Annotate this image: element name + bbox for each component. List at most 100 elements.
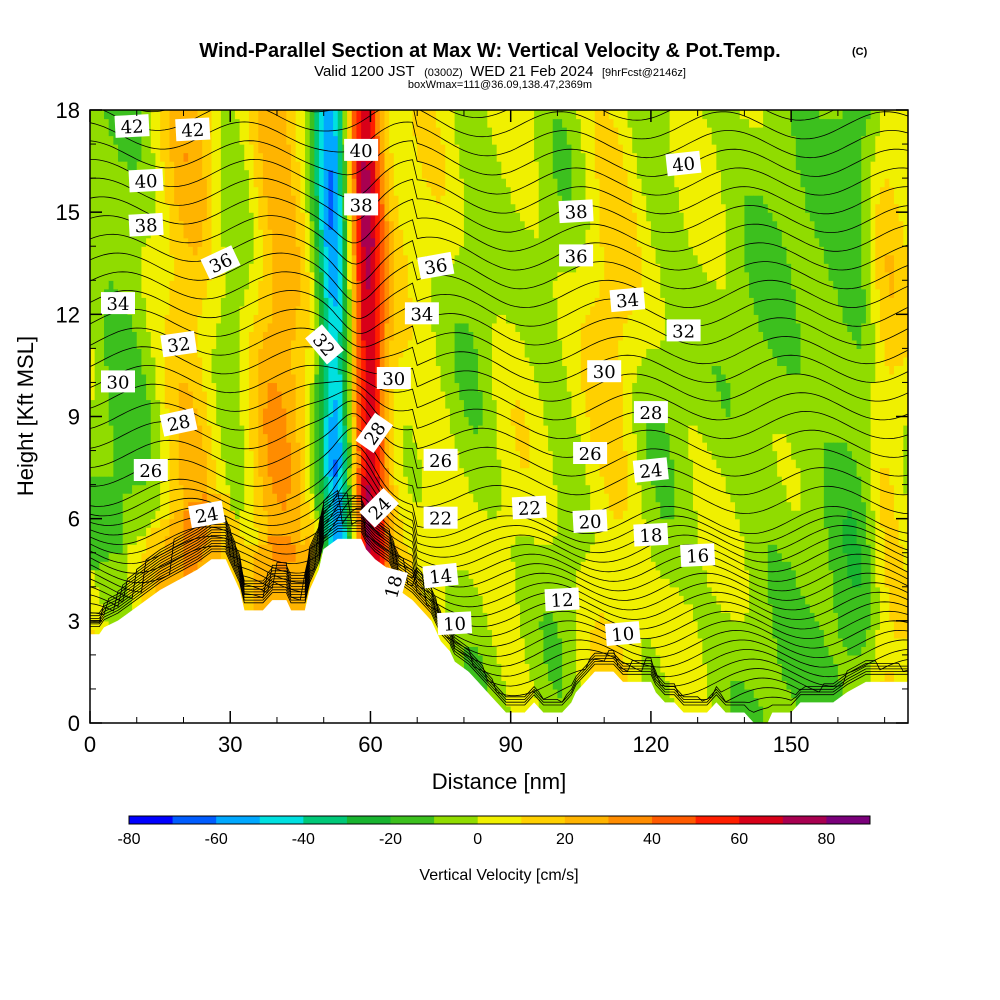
y-tick-label: 18 [56,98,80,123]
colorbar-swatch [129,816,174,824]
colorbar-frame [128,815,871,825]
isentrope-label-text: 26 [429,451,452,472]
isentrope-label-bg [604,621,641,646]
isentrope-label-text: 40 [134,171,158,193]
isentrope-label-bg [133,459,168,481]
isentrope-label: 38 [558,199,594,224]
isentrope-label: 26 [133,459,168,482]
isentrope-label: 42 [175,117,211,142]
terrain [90,538,908,723]
colorbar-swatch [608,816,653,824]
isentrope-label-bg [355,412,394,454]
isentrope-label-bg [359,487,399,528]
isentrope-label-text: 26 [139,461,162,482]
isentrope-label-bg [680,543,716,567]
isentrope-label: 32 [666,319,701,342]
isentrope-label-bg [344,193,379,216]
colorbar-swatch [652,816,697,824]
colorbar-swatch [521,816,566,824]
isentrope-label-text: 36 [423,255,449,280]
valid-time: Valid 1200 JST (0300Z) WED 21 Feb 2024 [… [314,63,686,80]
isentrope-label: 28 [159,408,198,437]
isentrope-label: 26 [423,448,458,472]
isentrope-label-bg [609,287,646,313]
isentrope-label-text: 30 [382,369,405,390]
colorbar-tick-label: -80 [117,831,140,848]
colorbar-label: Vertical Velocity [cm/s] [419,867,578,884]
isentrope-label: 10 [436,611,473,636]
isentrope-label: 34 [609,287,646,313]
box-info: boxWmax=111@36.09,138.47,2369m [408,79,592,91]
isentrope-label-text: 40 [350,141,373,162]
colorbar-swatch [695,816,740,824]
isentrope-label: 40 [665,150,702,177]
x-tick-label: 90 [498,732,522,757]
isentrope-label: 32 [160,330,198,358]
isentrope-label-bg [159,408,198,437]
isentrope-label: 28 [633,401,668,424]
isentrope-label-bg [423,448,458,471]
colorbar-swatch [390,816,435,824]
isentrope-label-text: 40 [671,153,696,176]
isentrope-label: 18 [633,522,669,547]
x-tick-label: 150 [773,732,810,757]
y-tick-label: 9 [68,405,80,430]
isentrope-label-text: 32 [672,321,695,342]
isentrope-label-text: 16 [686,546,710,568]
isentrope-label-text: 38 [134,215,158,237]
isentrope-label: 38 [344,193,379,216]
y-tick-label: 12 [56,302,80,327]
x-tick-label: 60 [358,732,382,757]
x-tick-label: 0 [84,732,96,757]
isentrope-label-text: 20 [578,512,602,534]
y-tick-label: 3 [68,609,80,634]
isentrope-label: 26 [573,442,608,465]
isentrope-label: 36 [417,251,455,280]
isentrope-labels: 42 42 40 38 36 34 32 30 28 26 24 32 40 38 36 34 30 28 26 24… [101,114,716,647]
isentrope-label: 24 [632,457,669,483]
isentrope-label-bg [573,442,608,464]
isentrope-label-text: 32 [166,334,192,358]
isentrope-label-bg [633,401,668,424]
isentrope-label-bg [511,495,547,520]
isentrope-label-text: 10 [611,624,636,647]
colorbar-tick-label: -20 [379,831,402,848]
isentrope-label: 38 [128,212,164,237]
isentrope-label-text: 42 [120,116,144,138]
isentropes [90,110,908,713]
isentrope-label: 30 [587,360,622,383]
isentrope-label-text: 38 [350,195,373,216]
y-tick-label: 0 [68,711,80,736]
isentrope-label-bg [633,522,669,547]
colorbar-swatch [477,816,522,824]
colorbar-swatch [303,816,348,824]
x-tick-label: 120 [633,732,670,757]
isentrope-label-text: 22 [429,509,452,530]
terrain-mask [90,538,908,723]
isentrope-label: 16 [680,543,716,568]
isentrope-label-bg [587,360,622,383]
isentrope-label-text: 34 [410,304,433,325]
isentrope-label: 40 [344,138,379,162]
isentrope-label-bg [558,199,594,224]
isentrope-label-text: 14 [428,565,453,588]
colorbar-tick-label: 60 [730,831,748,848]
colorbar-tick-label: -40 [292,831,315,848]
y-tick-label: 15 [56,200,80,225]
colorbar-tick-label: 40 [643,831,661,848]
isentrope-label-bg [544,587,580,612]
colorbar-swatch [172,816,217,824]
isentrope-label-bg [436,611,473,636]
isentrope-label-bg [422,562,459,589]
colorbar-tick-label: -60 [205,831,228,848]
isentrope-label-bg [666,319,701,342]
isentrope-label-text: 30 [107,372,130,393]
isentrope-label: 42 [114,114,150,139]
isentrope-label: 24 [188,500,226,528]
isentrope-label-bg [200,245,241,280]
isentrope-label-bg [101,370,135,393]
isentrope-label-text: 24 [194,503,220,528]
isentrope-label-bg [376,367,411,389]
colorbar-tick-label: 20 [556,831,574,848]
isentrope-label-bg [632,457,669,483]
